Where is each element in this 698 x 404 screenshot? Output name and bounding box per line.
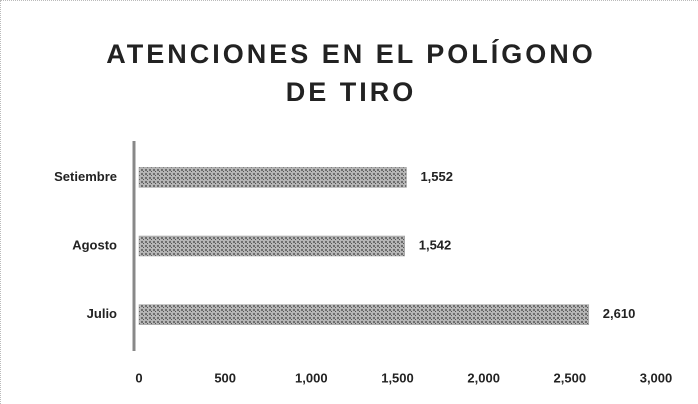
x-tick-label: 1,500 [381,370,414,385]
data-label: 2,610 [603,306,636,321]
x-tick-label: 3,000 [640,370,673,385]
y-tick-label: Agosto [72,237,117,252]
bar [138,167,407,188]
x-tick-label: 2,500 [554,370,587,385]
data-label: 1,552 [420,169,453,184]
y-tick-label: Setiembre [54,169,117,184]
chart-title: ATENCIONES EN EL POLÍGONO DE TIRO [106,39,596,107]
y-tick-label: Julio [87,306,117,321]
x-tick-label: 1,000 [295,370,328,385]
x-tick-label: 2,000 [467,370,500,385]
bar [138,304,590,325]
x-tick-label: 0 [135,370,142,385]
bar [138,235,405,257]
x-tick-label: 500 [214,370,236,385]
data-label: 1,542 [419,237,452,252]
